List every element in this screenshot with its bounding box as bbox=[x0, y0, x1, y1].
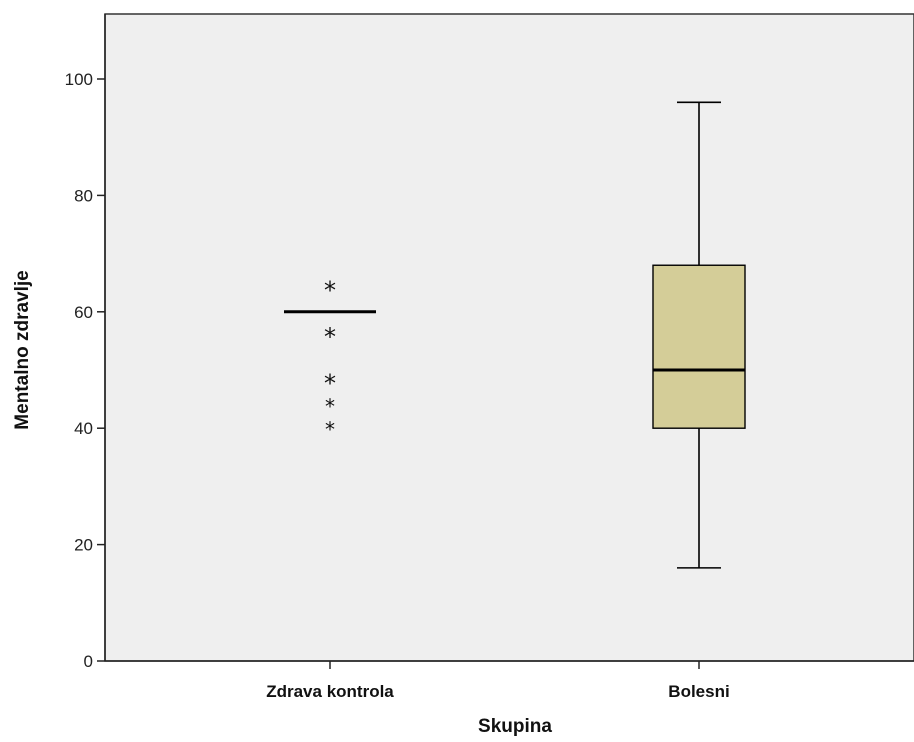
outlier-marker-0-4: * bbox=[325, 418, 335, 442]
x-axis-title: Skupina bbox=[478, 716, 552, 737]
box-group-1 bbox=[652, 101, 746, 569]
axis-layer: 0 20 40 60 80 100 Zdrava kontrola Bolesni bbox=[65, 14, 914, 701]
box-1 bbox=[652, 264, 746, 429]
y-tick-label-4: 80 bbox=[74, 186, 93, 205]
x-tick-label-0: Zdrava kontrola bbox=[266, 682, 394, 701]
y-tick-label-2: 40 bbox=[74, 419, 93, 438]
box-group-0: ***** bbox=[284, 277, 376, 442]
outlier-marker-0-0: * bbox=[324, 277, 336, 305]
y-tick-label-5: 100 bbox=[65, 70, 93, 89]
y-tick-label-3: 60 bbox=[74, 303, 93, 322]
outlier-marker-0-3: * bbox=[325, 394, 335, 418]
outlier-marker-0-1: * bbox=[324, 323, 336, 351]
plot-area bbox=[104, 13, 914, 662]
y-tick-label-0: 0 bbox=[84, 652, 93, 671]
y-axis-title: Mentalno zdravlje bbox=[12, 270, 33, 429]
box-layer: ***** bbox=[284, 101, 746, 569]
y-tick-label-1: 20 bbox=[74, 536, 93, 555]
outlier-marker-0-2: * bbox=[324, 370, 336, 398]
x-tick-label-1: Bolesni bbox=[668, 682, 729, 701]
